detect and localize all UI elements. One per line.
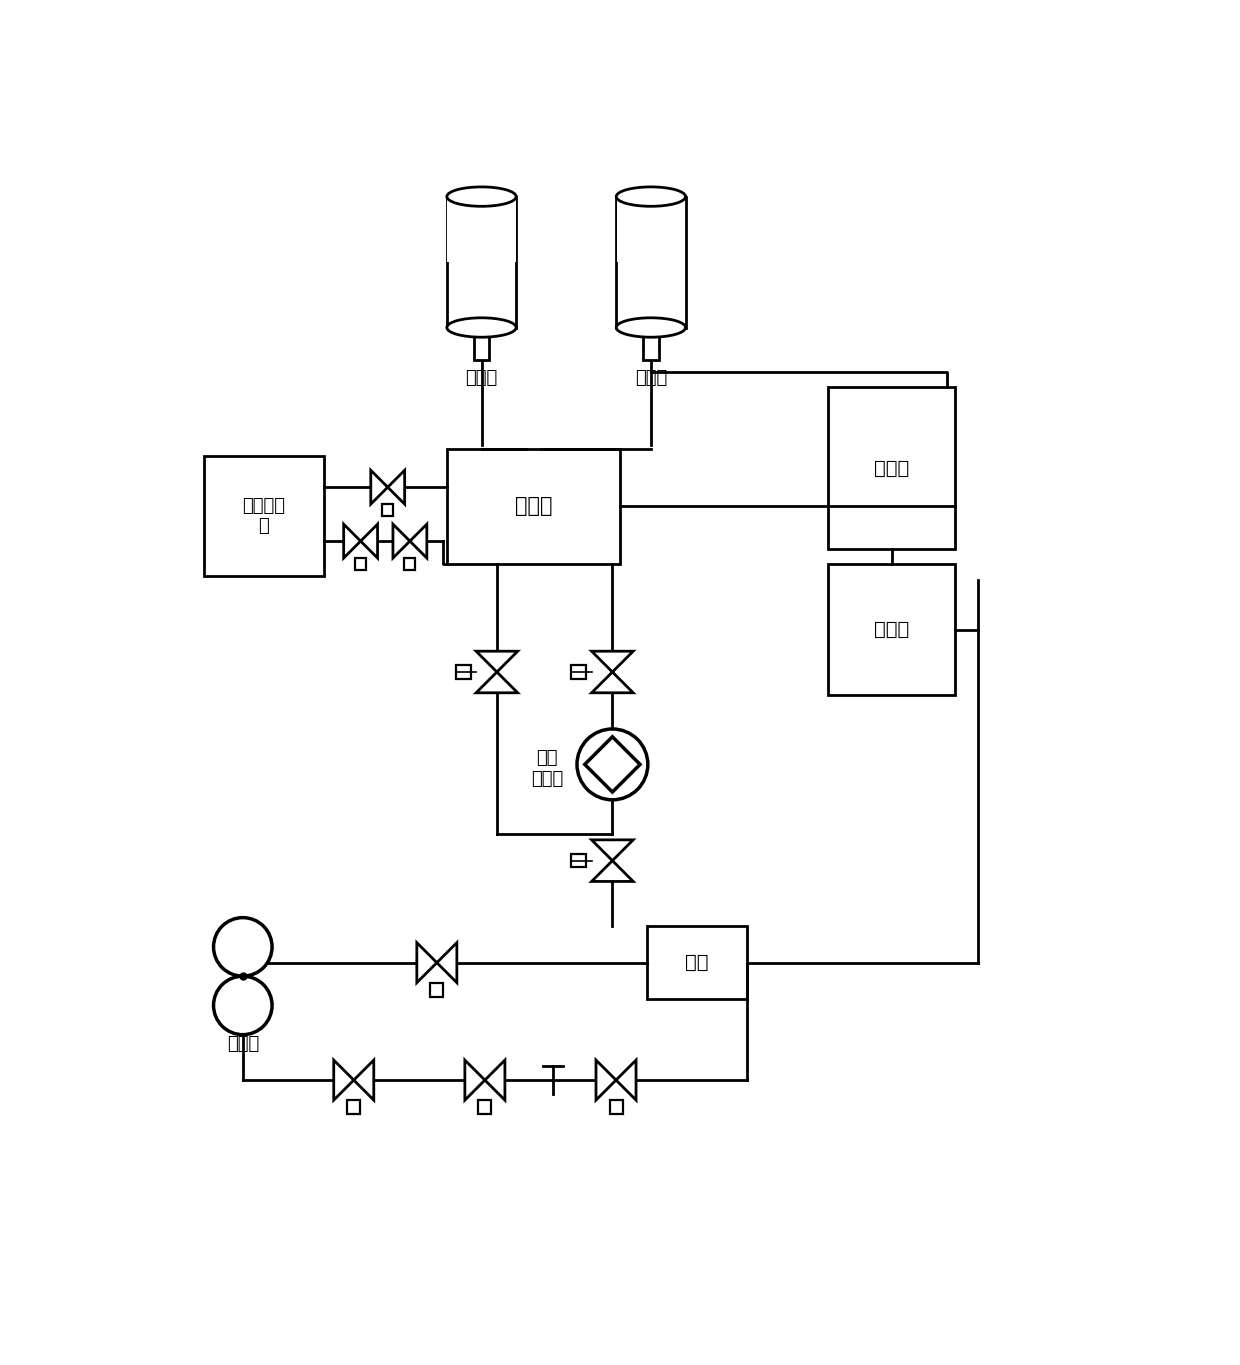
Text: 给水泵: 给水泵 bbox=[227, 1035, 259, 1052]
Text: 分离器: 分离器 bbox=[635, 370, 667, 388]
Circle shape bbox=[213, 917, 272, 976]
Bar bbox=[828, 388, 955, 549]
Circle shape bbox=[577, 729, 647, 800]
Bar bbox=[572, 854, 587, 867]
Text: 疏水扩容
器: 疏水扩容 器 bbox=[243, 497, 285, 535]
Polygon shape bbox=[591, 651, 634, 672]
Polygon shape bbox=[334, 1061, 353, 1100]
Text: 水冷壁: 水冷壁 bbox=[874, 459, 909, 478]
Polygon shape bbox=[353, 1061, 373, 1100]
Circle shape bbox=[213, 976, 272, 1035]
Bar bbox=[828, 564, 955, 695]
Polygon shape bbox=[436, 943, 456, 983]
Polygon shape bbox=[343, 524, 361, 558]
Bar bbox=[610, 1100, 622, 1114]
Polygon shape bbox=[591, 672, 634, 693]
Polygon shape bbox=[476, 651, 517, 672]
Polygon shape bbox=[591, 861, 634, 882]
Polygon shape bbox=[361, 524, 377, 558]
Text: 炉水
循环泵: 炉水 循环泵 bbox=[531, 749, 563, 788]
Polygon shape bbox=[388, 471, 404, 504]
Polygon shape bbox=[371, 471, 388, 504]
Bar bbox=[616, 197, 686, 328]
Bar bbox=[474, 328, 489, 360]
Polygon shape bbox=[393, 524, 410, 558]
Text: 高加: 高加 bbox=[686, 953, 709, 972]
Ellipse shape bbox=[616, 318, 686, 337]
Ellipse shape bbox=[616, 187, 686, 206]
Bar bbox=[430, 983, 444, 996]
Bar bbox=[355, 558, 366, 571]
Bar bbox=[456, 665, 471, 678]
Text: 储水箱: 储水箱 bbox=[515, 497, 552, 516]
Bar bbox=[446, 449, 620, 564]
Text: 省煤器: 省煤器 bbox=[874, 620, 909, 639]
Ellipse shape bbox=[446, 187, 516, 206]
Polygon shape bbox=[616, 1061, 636, 1100]
Bar bbox=[404, 558, 415, 571]
Polygon shape bbox=[591, 839, 634, 861]
Polygon shape bbox=[585, 737, 640, 792]
Bar bbox=[347, 1100, 361, 1114]
Bar bbox=[448, 197, 516, 262]
Polygon shape bbox=[476, 672, 517, 693]
Polygon shape bbox=[465, 1061, 485, 1100]
Bar bbox=[205, 456, 324, 576]
Bar bbox=[616, 197, 686, 262]
Polygon shape bbox=[410, 524, 427, 558]
Polygon shape bbox=[485, 1061, 505, 1100]
Bar bbox=[572, 665, 587, 678]
Bar bbox=[479, 1100, 491, 1114]
Bar bbox=[644, 328, 658, 360]
Polygon shape bbox=[596, 1061, 616, 1100]
Polygon shape bbox=[417, 943, 436, 983]
Bar bbox=[382, 504, 393, 516]
Text: 分离器: 分离器 bbox=[465, 370, 497, 388]
Ellipse shape bbox=[446, 318, 516, 337]
Bar bbox=[446, 197, 516, 328]
Bar bbox=[647, 925, 748, 999]
